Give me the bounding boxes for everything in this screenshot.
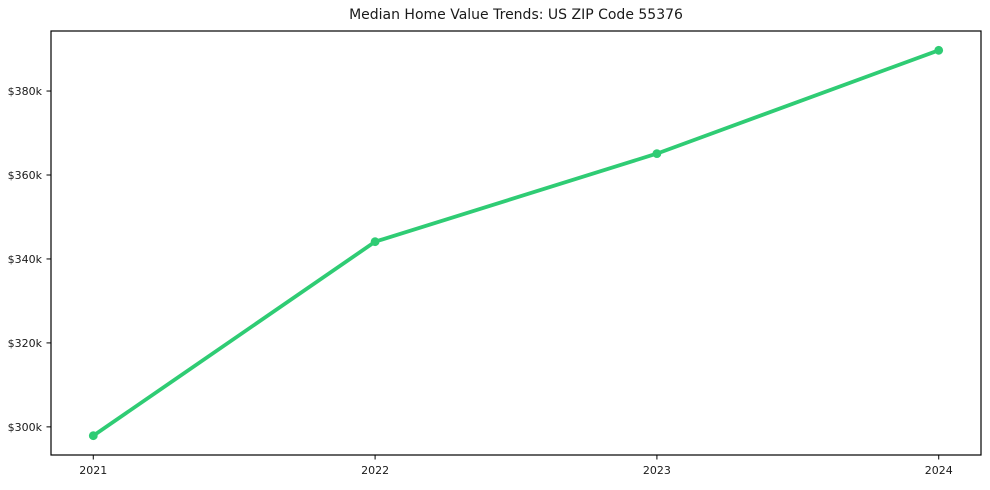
- data-point: [652, 149, 662, 159]
- plot-border: [50, 30, 982, 456]
- x-tick-label: 2021: [79, 464, 107, 477]
- trend-line: [91, 48, 941, 438]
- y-tick-label: $360k: [8, 169, 43, 182]
- data-point: [934, 45, 944, 55]
- y-tick-label: $300k: [8, 421, 43, 434]
- data-point: [88, 431, 98, 441]
- y-tick-label: $320k: [8, 337, 43, 350]
- y-tick-label: $380k: [8, 85, 43, 98]
- x-tick-label: 2023: [643, 464, 671, 477]
- x-tick-label: 2024: [925, 464, 953, 477]
- y-tick-label: $340k: [8, 253, 43, 266]
- chart-title: Median Home Value Trends: US ZIP Code 55…: [349, 7, 683, 23]
- x-tick-label: 2022: [361, 464, 389, 477]
- data-point: [370, 237, 380, 247]
